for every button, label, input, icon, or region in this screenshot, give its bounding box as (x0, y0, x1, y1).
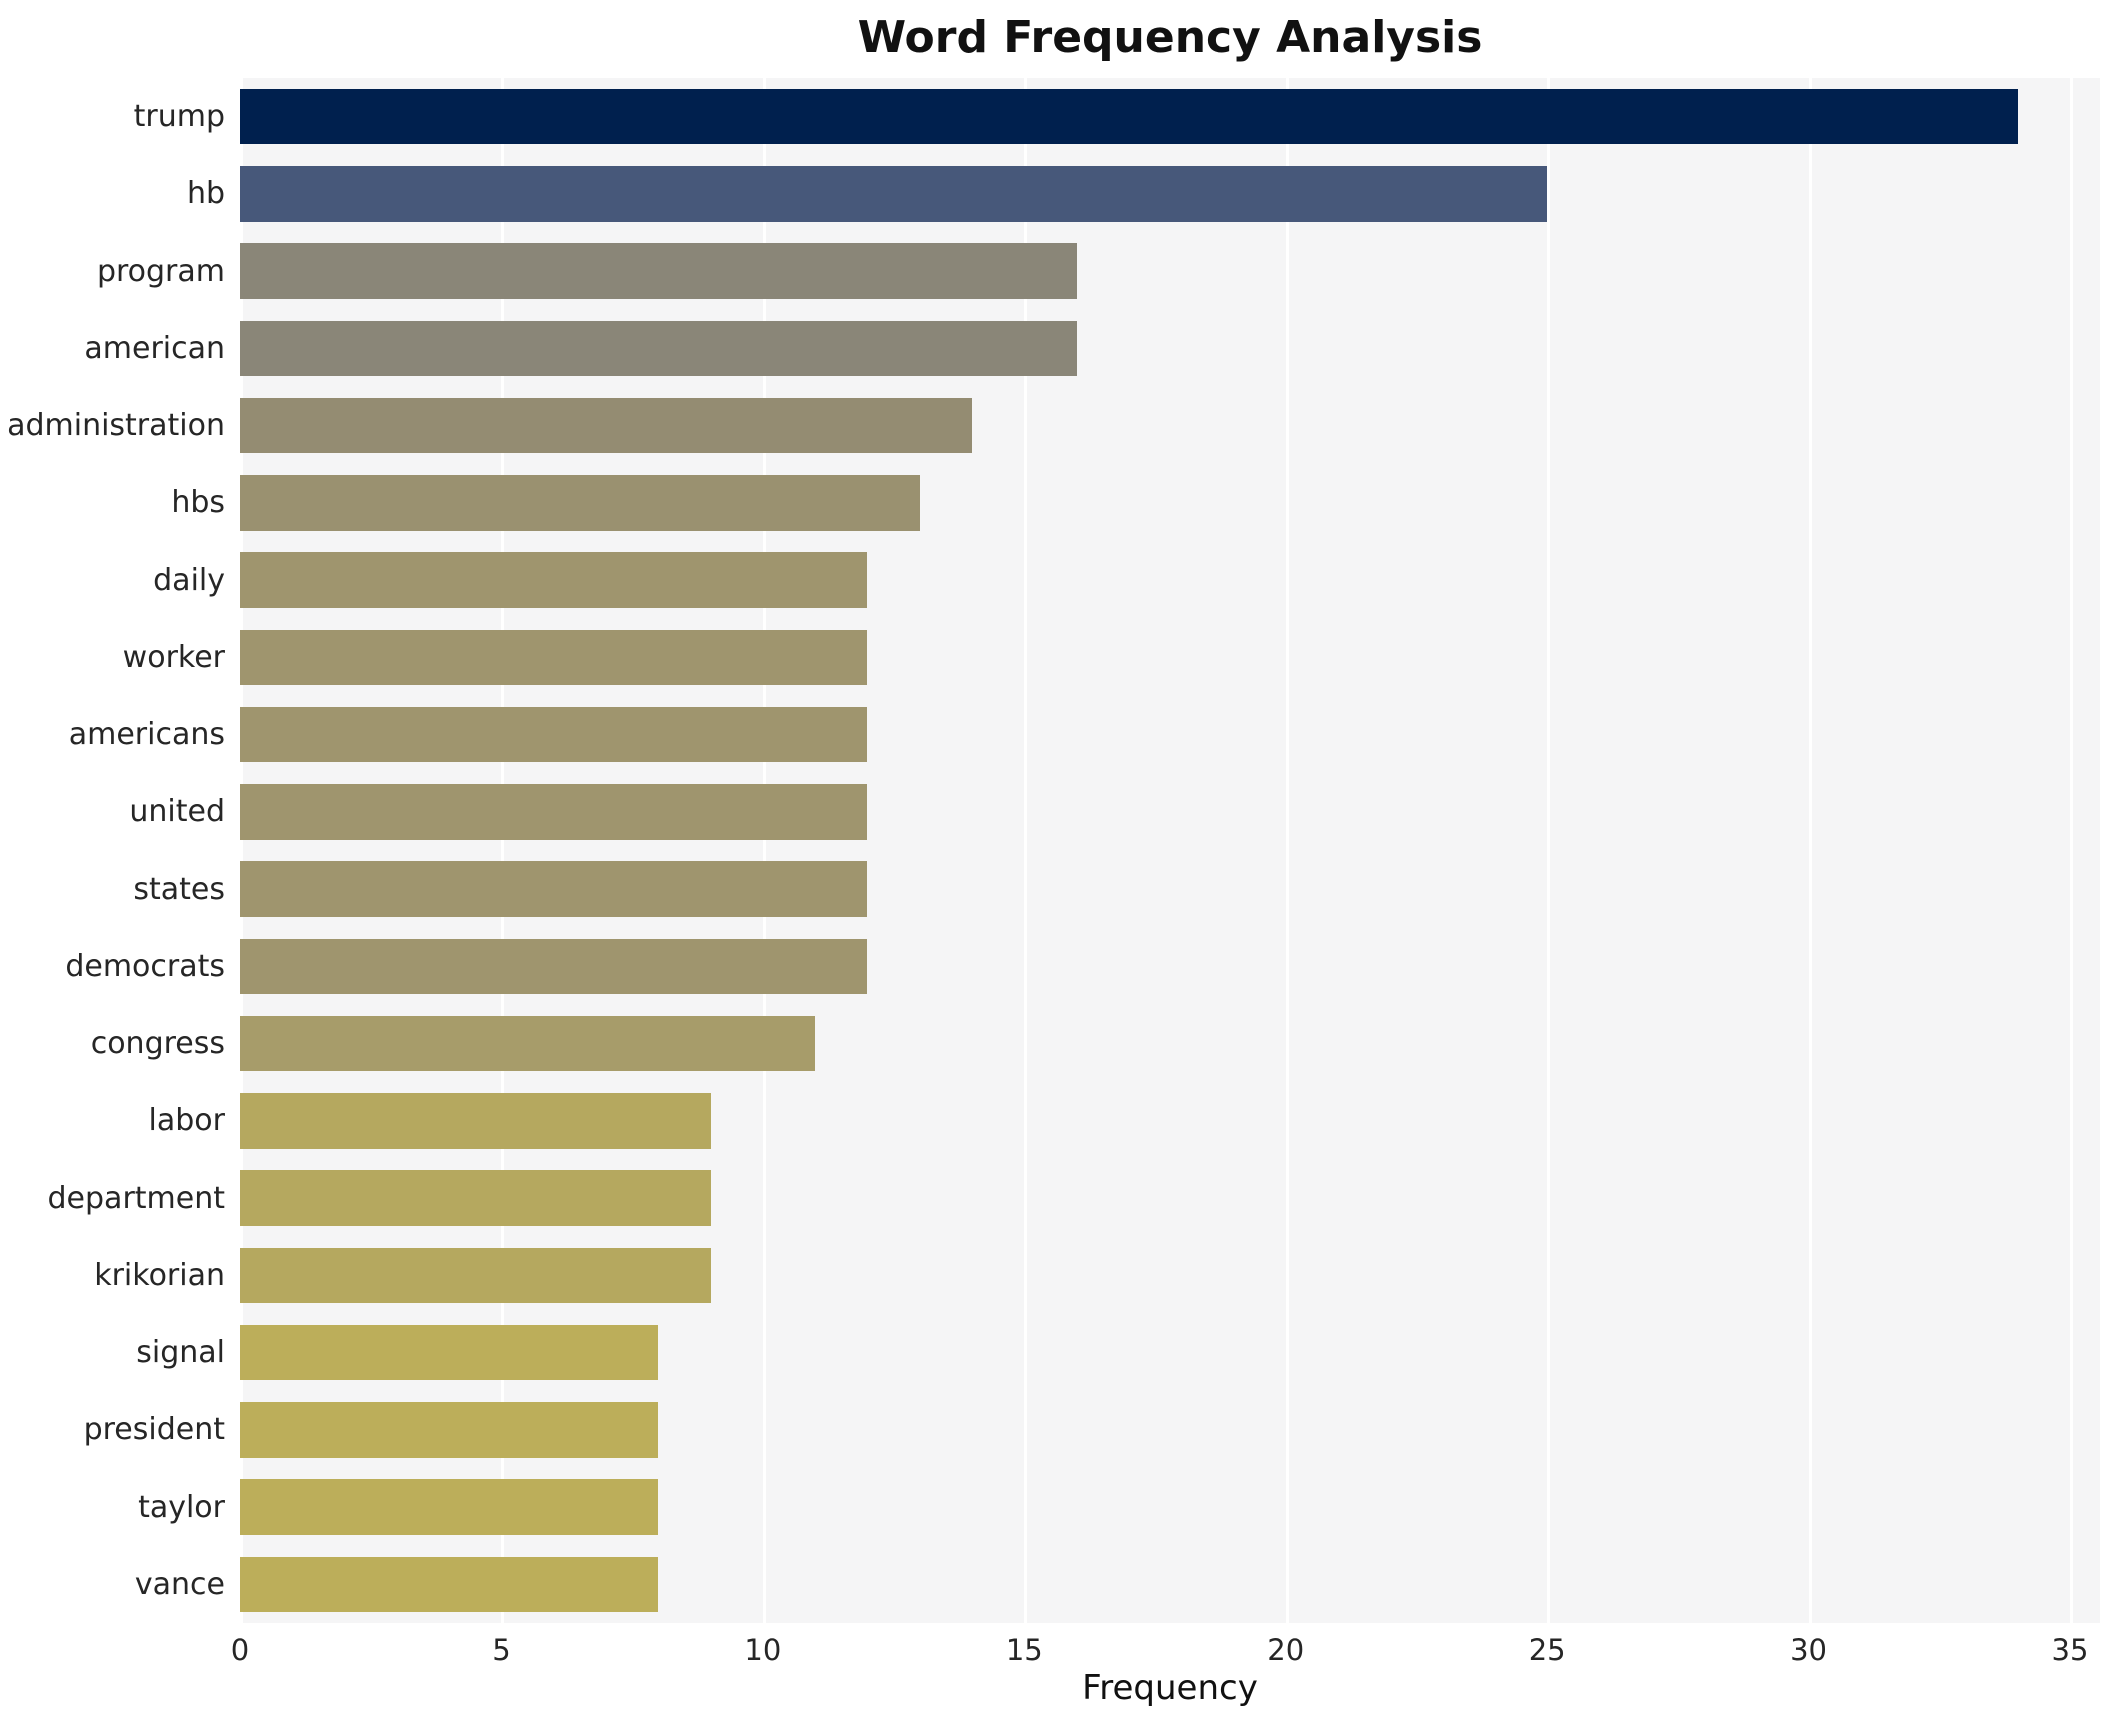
y-tick-label: administration (7, 408, 225, 444)
bar-row: americans (69, 696, 2100, 773)
gridline-x-25 (1547, 78, 1551, 1623)
bar-row: congress (91, 1005, 2100, 1082)
bar-united (240, 784, 868, 840)
y-tick-label: signal (136, 1335, 225, 1371)
bar-vance (240, 1556, 659, 1613)
bar-row: president (84, 1391, 2100, 1468)
y-tick-label: hbs (171, 485, 225, 521)
bar-row: trump (134, 78, 2100, 155)
y-tick-label: americans (68, 717, 225, 753)
x-tick-label: 20 (1267, 1633, 1305, 1667)
bar-hbs (240, 475, 920, 531)
x-tick-label: 5 (492, 1633, 511, 1667)
bar-program (240, 243, 1077, 299)
bar-trump (240, 88, 2018, 145)
bar-daily (240, 552, 868, 608)
bar-department (240, 1170, 711, 1226)
bar-row: states (133, 851, 2100, 928)
y-tick-label: daily (153, 562, 225, 598)
bar-row: worker (123, 619, 2100, 696)
y-tick-label: united (129, 794, 225, 830)
bar-states (240, 861, 868, 917)
y-tick-label: program (96, 253, 225, 289)
x-tick-label: 0 (230, 1633, 250, 1667)
bar-row: vance (135, 1546, 2100, 1623)
bar-taylor (240, 1479, 659, 1535)
bar-row: united (129, 773, 2100, 850)
bar-worker (240, 629, 868, 686)
bar-row: hbs (171, 464, 2100, 541)
gridline-x-35 (2070, 78, 2073, 1623)
plot-area: trump hb program american administration hbs d… (7, 78, 2100, 1623)
bar-americans (240, 706, 868, 763)
gridline-x-10 (762, 78, 766, 1623)
y-tick-label: department (47, 1180, 225, 1216)
bar-hb (240, 166, 1548, 222)
gridline-x-30 (1808, 78, 1812, 1623)
bar-row: administration (7, 387, 2100, 464)
x-tick-label: 35 (2051, 1633, 2089, 1667)
bar-signal (240, 1324, 659, 1381)
y-tick-label: hb (186, 176, 225, 212)
bar-row: american (84, 310, 2100, 387)
chart-title: Word Frequency Analysis (857, 12, 1483, 63)
y-tick-label: labor (148, 1103, 225, 1139)
x-tick-label: 15 (1005, 1633, 1043, 1667)
bar-krikorian (240, 1247, 711, 1304)
bar-row: daily (153, 542, 2100, 619)
y-tick-label: congress (90, 1026, 225, 1062)
bar-congress (240, 1015, 816, 1072)
y-tick-label: vance (134, 1566, 225, 1602)
bar-administration (240, 397, 972, 454)
y-tick-label: krikorian (94, 1257, 225, 1293)
y-tick-label: democrats (65, 948, 225, 984)
bar-democrats (240, 938, 868, 995)
x-tick-label: 10 (744, 1633, 782, 1667)
y-tick-label: worker (122, 639, 225, 675)
x-axis-label: Frequency (1082, 1668, 1258, 1708)
gridline-x-0 (240, 78, 243, 1623)
gridline-x-20 (1285, 78, 1289, 1623)
y-tick-label: taylor (138, 1489, 225, 1525)
bar-labor (240, 1093, 711, 1149)
x-axis: 0 5 10 15 20 25 30 35 (231, 1633, 2100, 1673)
x-tick-label: 30 (1790, 1633, 1828, 1667)
y-tick-label: states (133, 871, 225, 907)
gridline-x-15 (1024, 78, 1028, 1623)
bar-row: labor (149, 1082, 2100, 1159)
bar-rows: trump hb program american administration hbs d… (7, 78, 2100, 1623)
bar-president (240, 1402, 659, 1458)
bar-american (240, 320, 1077, 377)
x-tick-label: 25 (1528, 1633, 1566, 1667)
y-tick-label: trump (133, 99, 225, 135)
bar-row: taylor (138, 1469, 2100, 1546)
y-tick-label: american (84, 330, 225, 366)
y-tick-label: president (83, 1412, 225, 1448)
bar-row: program (97, 233, 2100, 310)
bar-row: democrats (65, 928, 2100, 1005)
bar-row: department (48, 1160, 2100, 1237)
bar-row: hb (187, 155, 2100, 232)
bar-row: signal (136, 1314, 2100, 1391)
gridline-x-5 (501, 78, 505, 1623)
bar-row: krikorian (94, 1237, 2100, 1314)
